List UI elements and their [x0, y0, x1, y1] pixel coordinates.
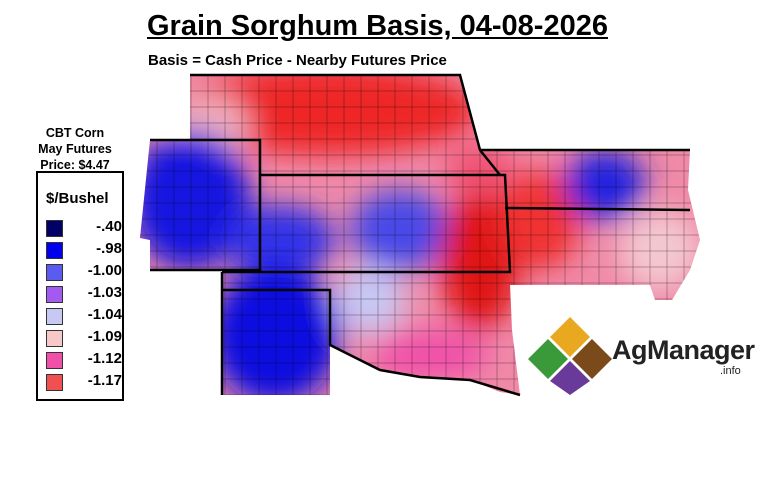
logo-suffix: .info — [720, 365, 741, 377]
legend-item: -.98 — [46, 240, 122, 260]
legend-item: -1.00 — [46, 262, 122, 282]
legend-title: $/Bushel — [46, 190, 109, 207]
legend-value: -1.03 — [87, 284, 122, 301]
legend-value: -1.17 — [87, 372, 122, 389]
border-iowa-missouri — [480, 148, 691, 212]
border-nebraska — [190, 73, 501, 176]
legend-swatch — [46, 352, 63, 369]
legend-item: -1.04 — [46, 306, 122, 326]
legend: $/Bushel -.40 -.98 -1.00 -1.03 -1.04 -1.09 -1.… — [36, 171, 124, 401]
legend-swatch — [46, 242, 63, 259]
legend-value: -1.12 — [87, 350, 122, 367]
futures-line-3: Price: $4.47 — [40, 158, 110, 172]
legend-swatch — [46, 330, 63, 347]
futures-line-1: CBT Corn — [45, 126, 105, 140]
legend-item: -1.03 — [46, 284, 122, 304]
legend-swatch — [46, 220, 63, 237]
legend-item: -.40 — [46, 218, 122, 238]
futures-price-label: CBT Corn May Futures Price: $4.47 — [20, 125, 130, 173]
legend-value: -.40 — [96, 218, 122, 235]
border-oklahoma — [220, 272, 521, 397]
legend-value: -1.04 — [87, 306, 122, 323]
page-title: Grain Sorghum Basis, 04-08-2026 — [147, 10, 608, 42]
logo-text: AgManager — [612, 335, 755, 365]
legend-value: -1.09 — [87, 328, 122, 345]
legend-swatch — [46, 286, 63, 303]
legend-item: -1.17 — [46, 372, 122, 392]
basis-surface — [140, 75, 700, 395]
legend-item: -1.12 — [46, 350, 122, 370]
legend-swatch — [46, 264, 63, 281]
futures-line-2: May Futures — [38, 142, 112, 156]
page-subtitle: Basis = Cash Price - Nearby Futures Pric… — [148, 52, 447, 69]
state-borders — [150, 73, 691, 397]
legend-swatch — [46, 308, 63, 325]
logo-icon — [528, 317, 612, 395]
legend-value: -.98 — [96, 240, 122, 257]
agmanager-logo: AgManager .info — [528, 315, 755, 395]
legend-item: -1.09 — [46, 328, 122, 348]
legend-swatch — [46, 374, 63, 391]
border-colorado — [150, 138, 262, 272]
border-kansas — [222, 173, 512, 274]
legend-value: -1.00 — [87, 262, 122, 279]
